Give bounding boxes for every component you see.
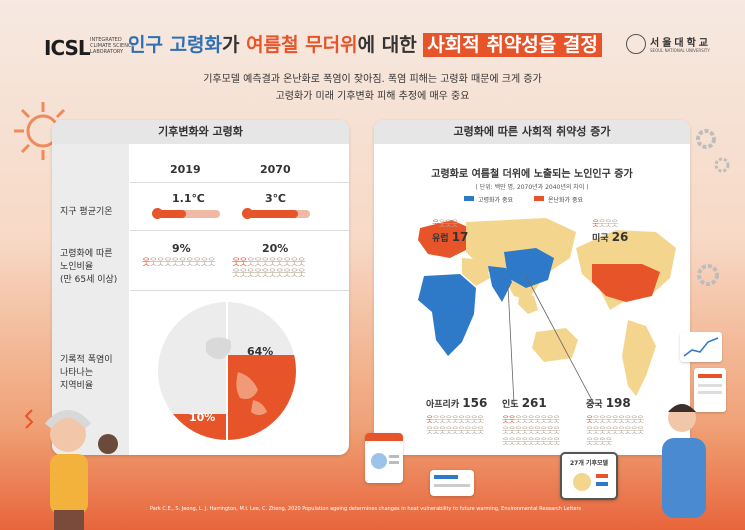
- globe-heatwave-chart: [158, 302, 296, 440]
- table-card-icon: [430, 470, 474, 496]
- monitor-card-icon: [365, 433, 403, 483]
- legend-label-aging: 고령화가 중요: [478, 197, 514, 204]
- climate-aging-panel: 기후변화와 고령화 2019 2070 지구 평균기온 1.1℃ 3℃ 고령화에…: [52, 120, 349, 455]
- tablet-icon: 27개 기후모델: [560, 452, 618, 500]
- row-label-column: [52, 144, 129, 455]
- legend-label-warming: 온난화가 중요: [548, 197, 584, 204]
- year-2070: 2070: [260, 163, 291, 176]
- climate-aging-panel-title: 기후변화와 고령화: [52, 120, 349, 144]
- world-map: [418, 218, 676, 405]
- india-people-icons: 웃웃웃웃웃웃웃웃웃 웃웃웃웃웃웃웃웃웃 웃웃웃웃웃웃웃웃웃: [502, 415, 560, 446]
- globe-continents-icon: [206, 302, 267, 440]
- researcher-person-icon: [662, 404, 706, 518]
- heatwave-ratio-2019: 10%: [189, 411, 216, 424]
- legend-swatch-warming: [534, 196, 544, 201]
- elderly-ratio-2070: 20%: [262, 242, 289, 255]
- tablet-label: 27개 기후모델: [569, 460, 609, 467]
- subtitle-line-2: 고령화가 미래 기후변화 피해 추정에 매우 중요: [275, 91, 470, 102]
- elderly-people-icons-2019: 웃웃웃웃웃웃웃웃웃웃: [142, 258, 216, 268]
- row-label-elderly-ratio: 고령화에 따른 노인비율 (만 65세 이상): [60, 249, 118, 285]
- bar-chart-card-icon: [694, 368, 726, 412]
- university-english-name: SEOUL NATIONAL UNIVERSITY: [650, 48, 710, 53]
- elderly-person-icon: [24, 409, 118, 530]
- row-label-heatwave-area: 기록적 폭염이 나타나는 지역비율: [60, 355, 113, 391]
- line-chart-card-icon: [680, 332, 722, 362]
- elderly-people-icons-2070: 웃웃웃웃웃웃웃웃웃웃 웃웃웃웃웃웃웃웃웃웃: [232, 258, 306, 279]
- europe-people-icons: 웃웃웃웃: [432, 219, 458, 228]
- page-title: 인구 고령화가 여름철 무더위에 대한 사회적 취약성을 결정: [128, 30, 602, 57]
- lab-logo: ICSL: [44, 36, 91, 60]
- usa-people-icons: 웃웃웃웃: [592, 219, 618, 228]
- heatwave-area-2019: [158, 414, 228, 440]
- university-seal-icon: [626, 34, 646, 54]
- temperature-2019: 1.1℃: [172, 192, 205, 205]
- citation-footnote: Park C.E., S. Jeong, L. J. Harrington, M…: [150, 506, 582, 512]
- row-label-global-temperature: 지구 평균기온: [60, 207, 113, 217]
- legend-swatch-aging: [464, 196, 474, 201]
- gear-icons: [696, 129, 730, 286]
- heatwave-ratio-2070: 64%: [247, 345, 274, 358]
- elderly-ratio-2019: 9%: [172, 242, 191, 255]
- region-china: 중국 198: [586, 396, 631, 410]
- social-vulnerability-panel: 고령화에 따른 사회적 취약성 증가 고령화로 여름철 더위에 노출되는 노인인…: [374, 120, 690, 455]
- subtitle-line-1: 기후모델 예측결과 온난화로 폭염이 잦아짐. 폭염 피해는 고령화 때문에 크…: [203, 74, 542, 85]
- china-people-icons: 웃웃웃웃웃웃웃웃웃 웃웃웃웃웃웃웃웃웃 웃웃웃웃: [586, 415, 644, 446]
- region-usa: 미국 26: [592, 230, 629, 244]
- region-africa: 아프리카 156: [426, 396, 488, 410]
- heatwave-area-2070: [228, 355, 296, 440]
- social-vulnerability-panel-title: 고령화에 따른 사회적 취약성 증가: [374, 120, 690, 144]
- university-name: 서울대학교: [650, 38, 711, 49]
- map-unit-note: ( 단위: 백만 명, 2070년과 2040년의 차이 ): [475, 184, 589, 191]
- africa-people-icons: 웃웃웃웃웃웃웃웃웃 웃웃웃웃웃웃웃웃웃: [426, 415, 484, 435]
- temperature-2070: 3℃: [265, 192, 286, 205]
- region-india: 인도 261: [502, 396, 547, 410]
- year-2019: 2019: [170, 163, 201, 176]
- region-europe: 유럽 17: [432, 230, 469, 244]
- lab-logo-subtitle: INTEGRATED CLIMATE SCIENCE LABORATORY: [90, 37, 135, 55]
- map-title: 고령화로 여름철 더위에 노출되는 노인인구 증가: [431, 169, 633, 180]
